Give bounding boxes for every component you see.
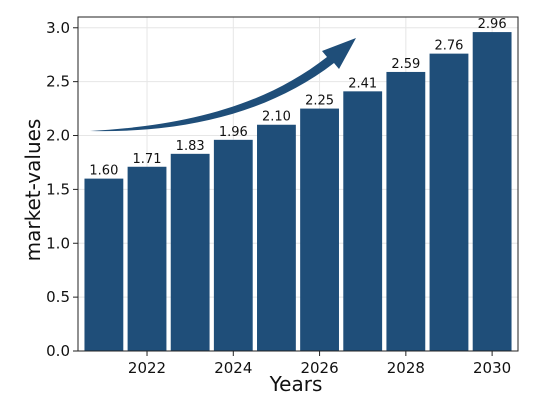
data-label-2021: 1.60 bbox=[89, 164, 118, 179]
data-label-2026: 2.25 bbox=[305, 94, 334, 109]
y-tick-label: 3.0 bbox=[46, 19, 70, 37]
bar-2022 bbox=[127, 166, 167, 351]
bar-2024 bbox=[213, 139, 253, 351]
data-labels: 1.60 1.71 1.83 1.96 2.10 2.25 2.41 2.59 2.76 2.96 bbox=[89, 17, 506, 179]
bar-2027 bbox=[343, 91, 383, 352]
data-label-2027: 2.41 bbox=[348, 76, 377, 91]
bar-2026 bbox=[300, 108, 339, 351]
data-label-2023: 1.83 bbox=[176, 139, 205, 154]
data-label-2029: 2.76 bbox=[435, 39, 464, 54]
y-tick-label: 1.5 bbox=[46, 180, 70, 198]
bar-2023 bbox=[170, 153, 210, 351]
y-axis-title: market-values bbox=[21, 119, 45, 262]
bar-2029 bbox=[429, 53, 469, 351]
bar-2028 bbox=[386, 71, 426, 351]
x-axis-title: Years bbox=[269, 372, 323, 396]
x-tick-label: 2028 bbox=[387, 359, 425, 377]
y-tick-label: 0.0 bbox=[46, 342, 70, 360]
x-tick-label: 2030 bbox=[473, 359, 511, 377]
y-tick-label: 1.0 bbox=[46, 234, 70, 252]
x-tick-label: 2024 bbox=[214, 359, 252, 377]
data-label-2030: 2.96 bbox=[478, 17, 507, 32]
data-label-2028: 2.59 bbox=[391, 57, 420, 72]
y-tick-label: 0.5 bbox=[46, 288, 70, 306]
bars bbox=[84, 32, 512, 352]
x-tick-label: 2022 bbox=[128, 359, 166, 377]
data-label-2022: 1.71 bbox=[133, 152, 162, 167]
bar-2025 bbox=[257, 124, 296, 351]
trend-arrow-icon bbox=[90, 38, 356, 132]
plot-frame bbox=[77, 16, 519, 352]
bar-2030 bbox=[472, 32, 512, 352]
y-tick-label: 2.0 bbox=[46, 127, 70, 145]
data-label-2024: 1.96 bbox=[219, 125, 248, 140]
data-label-2025: 2.10 bbox=[262, 110, 291, 125]
x-axis-ticks: 2022 2024 2026 2028 2030 bbox=[128, 351, 511, 377]
x-tick-label: 2026 bbox=[300, 359, 338, 377]
bar-2021 bbox=[84, 178, 124, 351]
y-axis-ticks: 0.0 0.5 1.0 1.5 2.0 2.5 3.0 bbox=[46, 19, 78, 360]
y-tick-label: 2.5 bbox=[46, 73, 70, 91]
